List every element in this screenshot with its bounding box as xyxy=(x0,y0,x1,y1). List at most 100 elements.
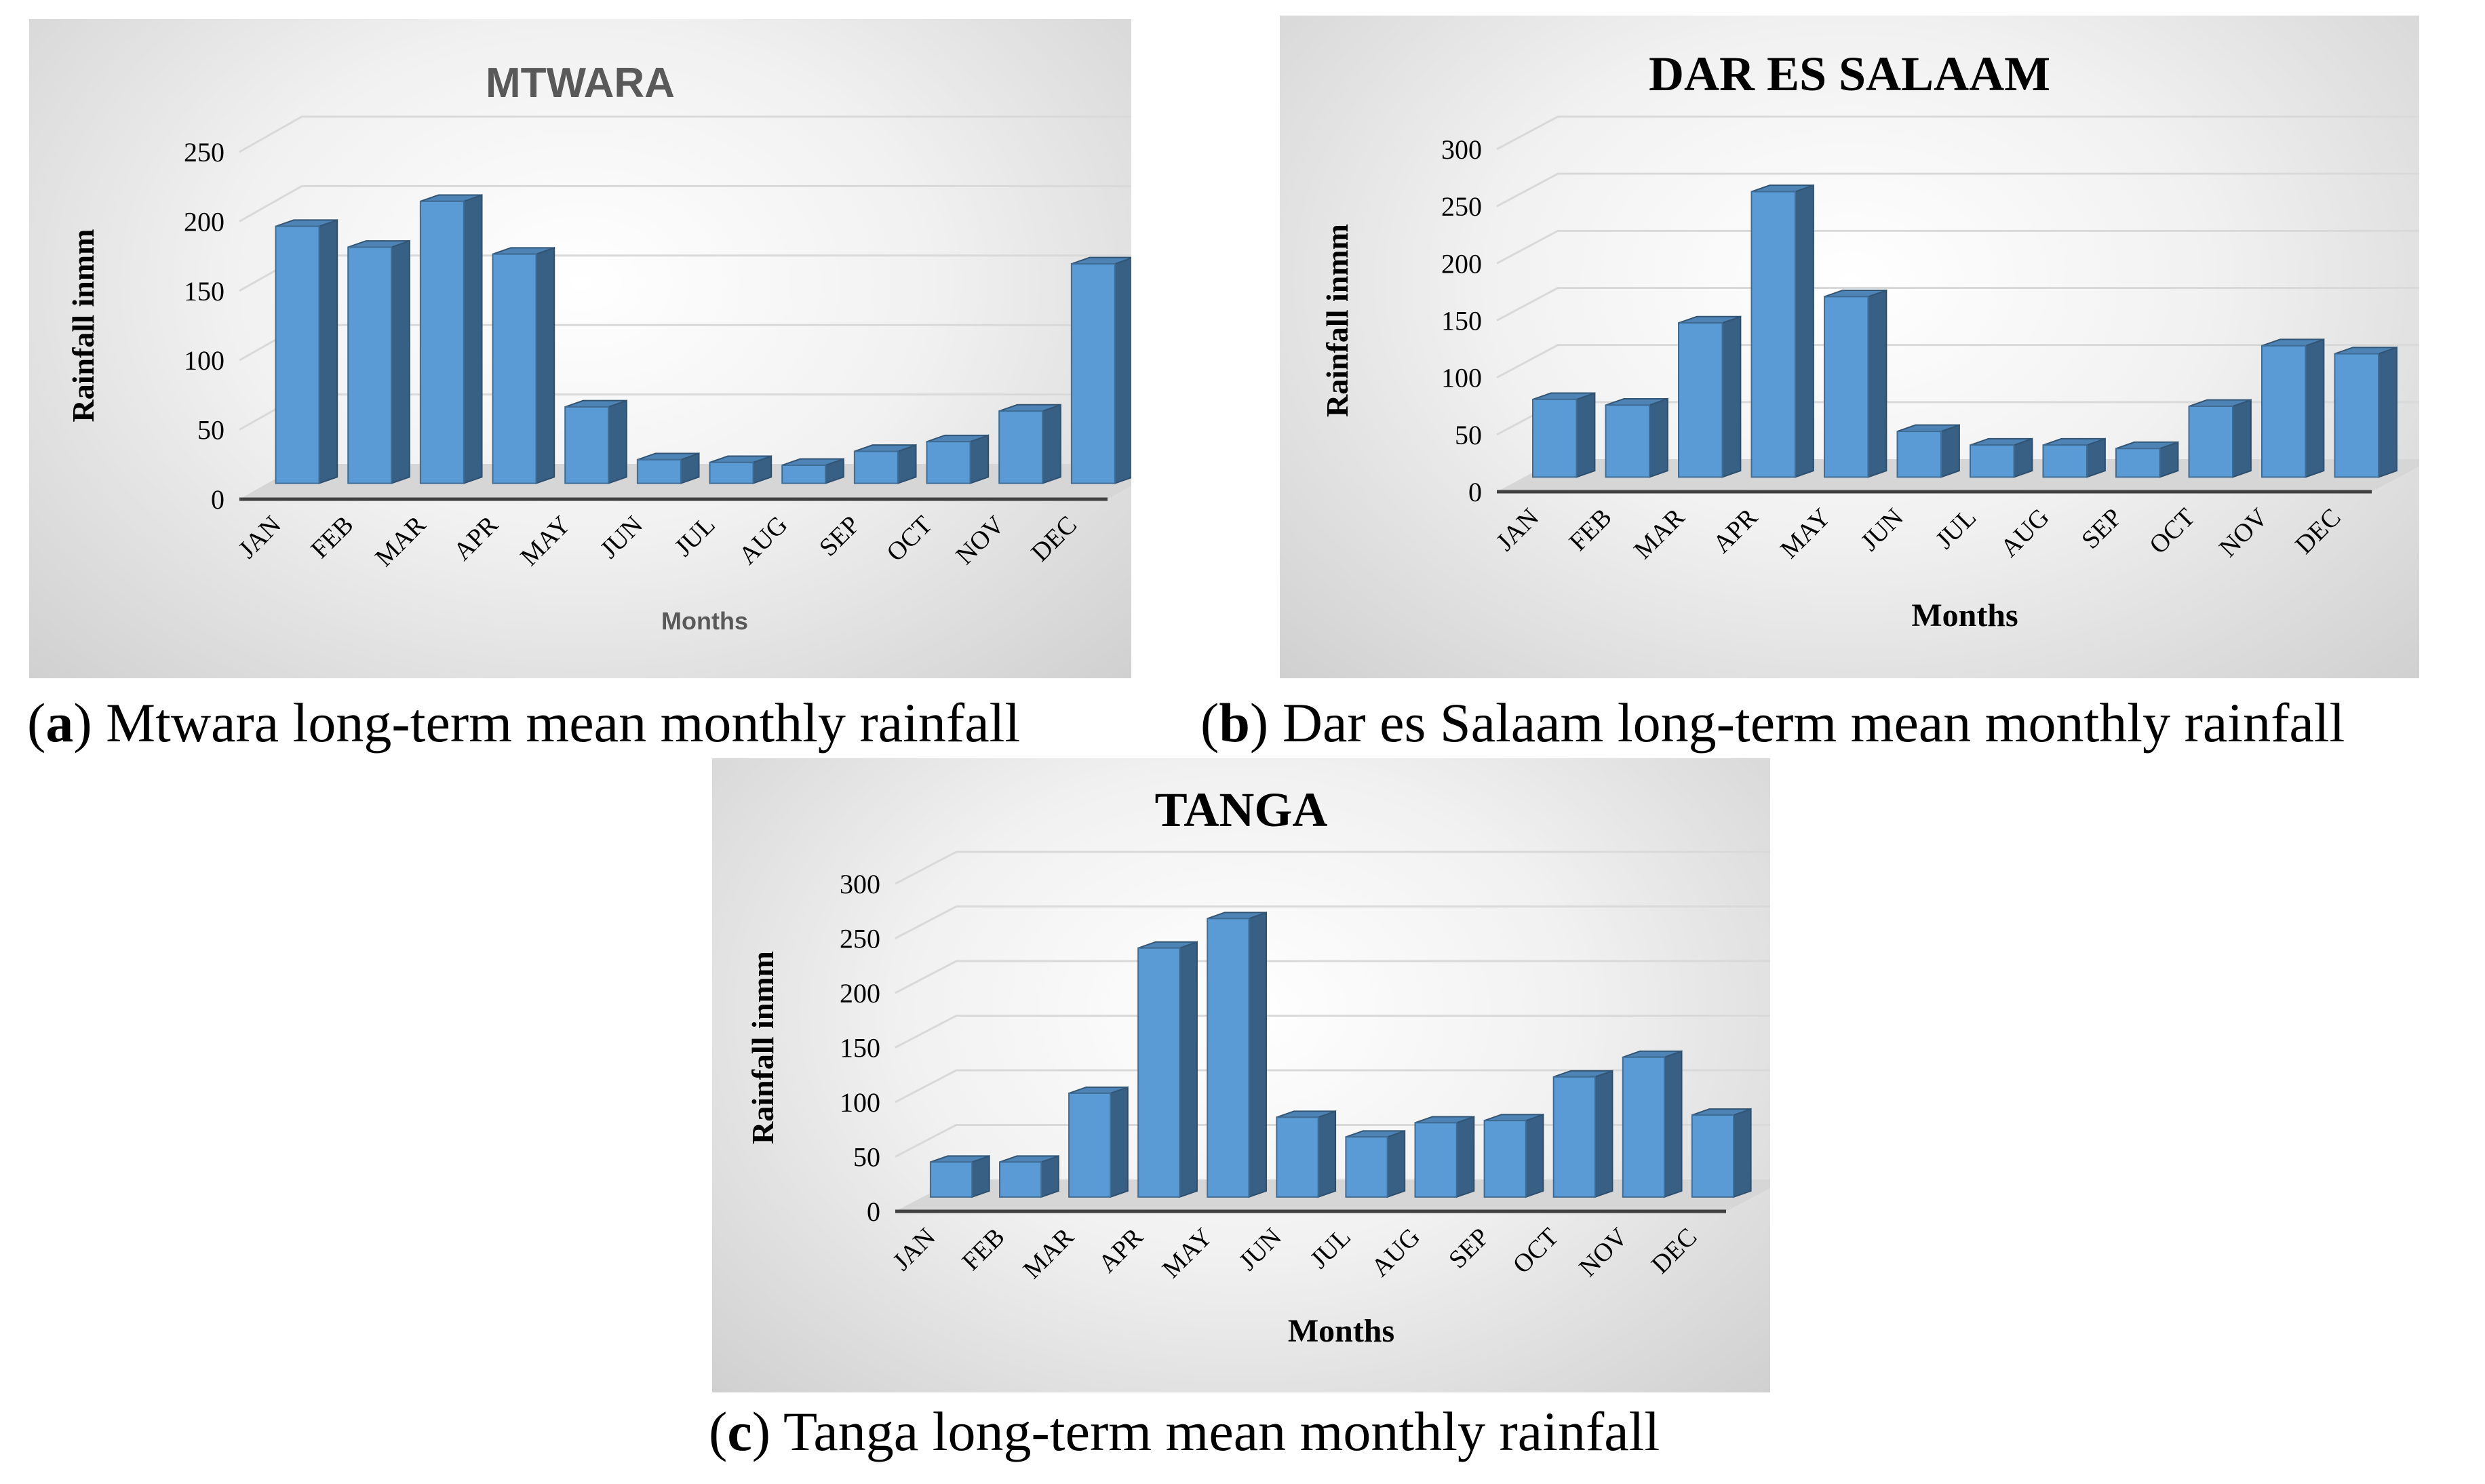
y-tick-label: 250 xyxy=(1441,191,1482,222)
bar-front xyxy=(2334,353,2379,478)
gridline xyxy=(1496,229,2419,265)
chart-panel-tanga: 0 50 100 150 200 250 300 JAN FEB MAR APR MAY JUN JUL A… xyxy=(712,758,1770,1392)
caption-b: (b) Dar es Salaam long-term mean monthly… xyxy=(1200,692,2345,754)
bar xyxy=(1970,437,2033,478)
x-tick-label: APR xyxy=(1093,1222,1149,1278)
bar xyxy=(1483,1113,1544,1198)
y-tick-label: 0 xyxy=(867,1196,880,1227)
gridline xyxy=(895,851,1770,885)
bar-side xyxy=(463,194,483,485)
x-tick-label: FEB xyxy=(1564,503,1618,557)
caption-a: (a) Mtwara long-term mean monthly rainfa… xyxy=(27,692,1021,754)
bar-front xyxy=(853,450,899,484)
x-tick-label: AUG xyxy=(733,511,793,570)
x-tick-label: APR xyxy=(1708,503,1763,558)
y-tick-label: 100 xyxy=(840,1087,880,1118)
bar-front xyxy=(1276,1116,1319,1198)
x-tick-label: JAN xyxy=(887,1223,941,1276)
x-tick-label: MAR xyxy=(1018,1222,1080,1284)
bar xyxy=(347,239,410,485)
x-tick-label: JUL xyxy=(669,511,721,562)
bar-front xyxy=(1137,947,1181,1198)
y-axis-title: Rainfall inmm xyxy=(66,229,100,423)
gridline xyxy=(895,960,1770,994)
bar-front xyxy=(2042,444,2088,478)
y-tick-label: 200 xyxy=(184,206,224,237)
y-tick-label: 150 xyxy=(184,276,224,307)
x-axis-title: Months xyxy=(661,607,748,635)
bar-front xyxy=(1345,1136,1388,1198)
bar-side xyxy=(1867,289,1887,478)
y-axis-title: Rainfall inmm xyxy=(745,951,780,1144)
x-tick-label: FEB xyxy=(305,511,359,564)
y-tick-label: 100 xyxy=(1441,363,1482,393)
bar-front xyxy=(636,458,682,484)
bar-front xyxy=(1824,296,1869,478)
x-tick-label: SEP xyxy=(814,511,865,562)
bar xyxy=(1552,1070,1613,1198)
bar-front xyxy=(419,200,465,484)
chart-panel-mtwara: 0 50 100 150 200 250 JAN FEB MAR APR MAY JUN JUL AUG S… xyxy=(29,19,1131,678)
y-tick-label: 300 xyxy=(840,869,880,899)
caption-c-letter: c xyxy=(727,1401,752,1462)
caption-c-text: Tanga long-term mean monthly rainfall xyxy=(770,1401,1660,1462)
y-tick-label: 50 xyxy=(853,1142,880,1173)
bar-side xyxy=(2305,338,2325,478)
bar-side xyxy=(1179,941,1198,1198)
bar-front xyxy=(781,464,827,484)
x-tick-label: MAY xyxy=(1775,503,1836,564)
bar-front xyxy=(1414,1122,1457,1198)
bar-side xyxy=(1940,424,1960,478)
x-tick-label: APR xyxy=(448,510,504,566)
x-tick-label: MAY xyxy=(1157,1223,1218,1284)
chart-tanga: 0 50 100 150 200 250 300 JAN FEB MAR APR MAY JUN JUL A… xyxy=(745,783,1770,1349)
bar-side xyxy=(1594,1070,1613,1198)
bar xyxy=(1896,424,1960,478)
caption-b-letter: b xyxy=(1219,692,1250,754)
bar-side xyxy=(1114,257,1131,485)
bar-front xyxy=(709,461,754,484)
bar xyxy=(1207,911,1268,1198)
bar-side xyxy=(2232,399,2252,478)
x-tick-label: NOV xyxy=(950,510,1010,570)
bar xyxy=(1276,1110,1337,1198)
bar xyxy=(1824,289,1887,478)
bar-front xyxy=(929,1161,973,1198)
bar xyxy=(275,218,338,485)
x-tick-label: JAN xyxy=(233,511,287,564)
bar xyxy=(1345,1129,1406,1198)
bar-front xyxy=(492,253,537,484)
bar xyxy=(636,452,700,485)
bar xyxy=(2042,437,2106,478)
y-tick-label: 50 xyxy=(1455,420,1482,450)
bar-front xyxy=(1678,322,1723,478)
bar-front xyxy=(347,246,393,484)
bar-side xyxy=(1455,1116,1475,1198)
y-tick-label: 250 xyxy=(184,137,224,168)
bar xyxy=(1414,1116,1475,1198)
x-tick-label: JUL xyxy=(1930,503,1982,555)
x-tick-label: MAY xyxy=(515,511,576,572)
bar xyxy=(1137,941,1198,1198)
bar-side xyxy=(1721,315,1742,478)
x-tick-label: NOV xyxy=(1573,1222,1633,1282)
y-axis-title: Rainfall inmm xyxy=(1320,224,1354,417)
x-tick-label: DEC xyxy=(2290,503,2346,560)
bar-front xyxy=(1605,404,1650,478)
x-tick-label: JAN xyxy=(1491,503,1544,557)
gridline xyxy=(895,1069,1770,1104)
x-tick-label: MAR xyxy=(370,510,431,572)
bar xyxy=(929,1154,990,1198)
bar-side xyxy=(1040,1154,1059,1198)
bar-front xyxy=(1207,918,1250,1198)
gridline xyxy=(895,1015,1770,1049)
bar-front xyxy=(564,406,610,484)
gridline xyxy=(239,115,1131,153)
bar-side xyxy=(1525,1113,1544,1198)
x-tick-label: DEC xyxy=(1026,511,1082,567)
x-tick-label: AUG xyxy=(1366,1223,1426,1283)
bar-front xyxy=(2188,406,2233,478)
bar-front xyxy=(275,225,320,484)
bar-front xyxy=(1691,1114,1735,1198)
bar-side xyxy=(1649,397,1668,478)
